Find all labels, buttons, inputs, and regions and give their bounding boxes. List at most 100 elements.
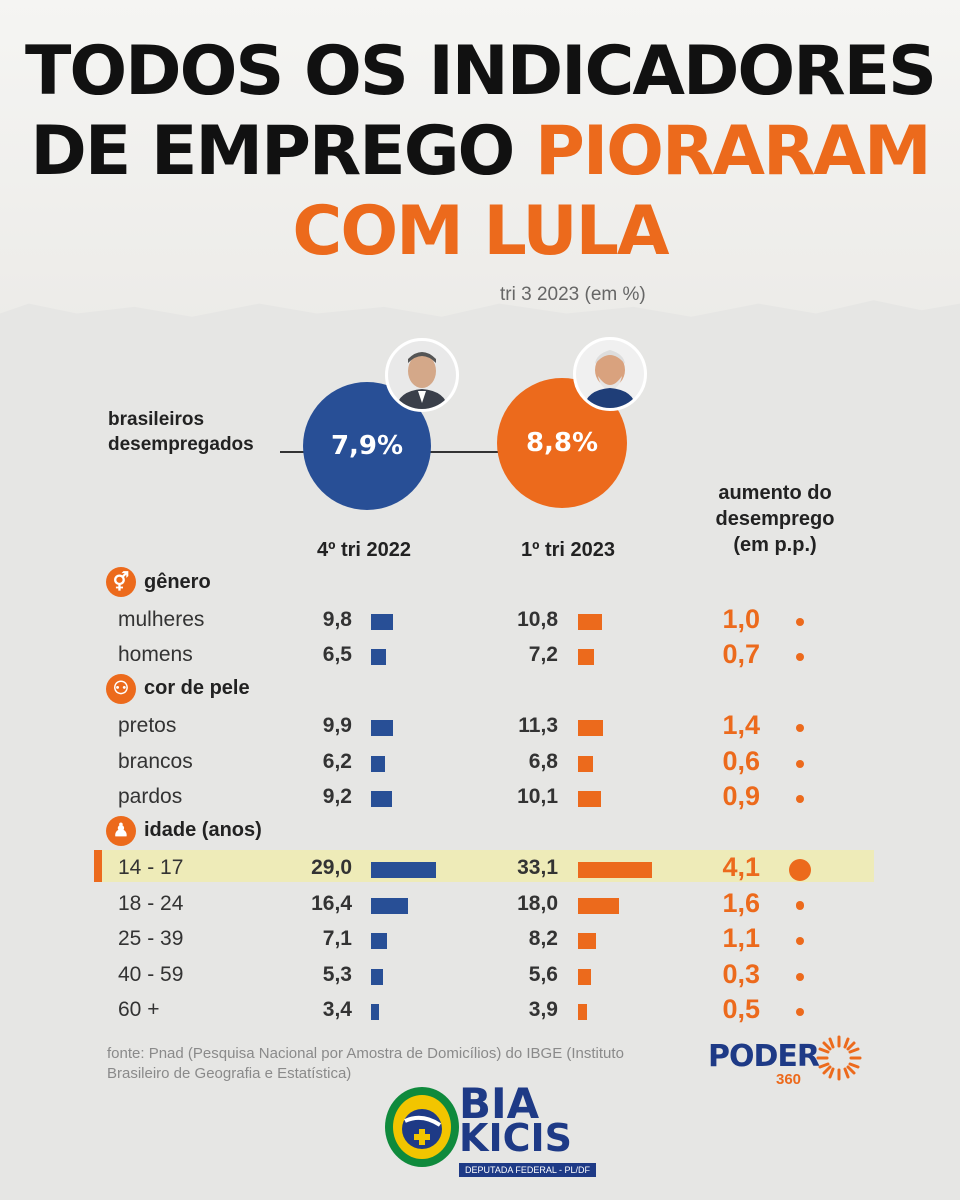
column-header-increase: aumento do desemprego (em p.p.) <box>690 480 860 558</box>
increase-value: 0,7 <box>722 639 760 669</box>
bar-period-2 <box>578 720 604 736</box>
portrait-1-icon <box>388 341 456 409</box>
summary-label: brasileiros desempregados <box>108 408 254 457</box>
bar-period-2 <box>578 897 619 914</box>
row-label: 14 - 17 <box>118 856 184 879</box>
increase-value: 1,1 <box>722 923 760 953</box>
headline-line-2-highlight: PIORARAM <box>535 112 932 191</box>
value-period-1: 6,5 <box>322 643 352 666</box>
row-label: brancos <box>118 749 193 773</box>
bia-name-2: KICIS <box>459 1115 572 1160</box>
section-title: idade (anos) <box>144 819 262 841</box>
bia-name-1: BIA <box>459 1079 540 1128</box>
column-header-increase-line-3: (em p.p.) <box>733 534 817 556</box>
value-period-1: 5,3 <box>322 962 352 986</box>
gender-icon: ⚥ <box>106 567 136 597</box>
row-label: 40 - 59 <box>118 962 184 986</box>
summary-label-line-2: desempregados <box>108 433 254 455</box>
bar-period-1 <box>371 968 383 985</box>
bia-wordmark: BIA KICIS <box>459 1079 572 1160</box>
headline-line-1: TODOS OS INDICADORES <box>24 32 937 111</box>
bia-kicis-logo: BIA KICIS DEPUTADA FEDERAL - PL/DF <box>383 1083 597 1177</box>
increase-dot <box>796 795 804 803</box>
bar-period-1 <box>371 897 408 914</box>
increase-value: 0,3 <box>722 958 760 989</box>
value-period-1: 3,4 <box>322 998 352 1021</box>
partial-subtitle: tri 3 2023 (em %) <box>500 284 646 305</box>
bia-subtitle: DEPUTADA FEDERAL - PL/DF <box>459 1163 597 1177</box>
torn-paper-header <box>0 0 960 317</box>
column-header-period-1: 4º tri 2022 <box>316 539 412 561</box>
portrait-2-avatar <box>573 337 647 411</box>
connector-line-1 <box>280 451 304 453</box>
column-header-increase-line-2: desemprego <box>715 508 835 530</box>
row-label: pardos <box>118 785 183 808</box>
bar-period-2 <box>578 1004 587 1020</box>
increase-dot <box>796 653 804 661</box>
bar-period-2 <box>578 613 603 630</box>
highlight-marker <box>94 850 102 882</box>
portrait-2-icon <box>576 340 644 408</box>
bar-period-1 <box>371 933 387 949</box>
headline-line-2: DE EMPREGO PIORARAM <box>0 118 960 186</box>
row-label: 25 - 39 <box>118 927 184 950</box>
bar-period-2 <box>578 649 595 665</box>
row-label: mulheres <box>118 607 205 631</box>
increase-dot <box>796 937 804 945</box>
row-label: 18 - 24 <box>118 891 184 915</box>
value-period-2: 6,8 <box>528 749 558 773</box>
row-label: 60 + <box>118 998 160 1021</box>
value-period-1: 9,2 <box>322 785 352 808</box>
headline-line-3: COM LULA <box>292 192 669 271</box>
value-period-1: 7,1 <box>322 927 352 950</box>
bar-period-1 <box>371 1004 379 1020</box>
increase-value: 4,1 <box>722 852 760 882</box>
people-icon: ⚇ <box>106 673 136 704</box>
value-period-1: 16,4 <box>311 891 352 915</box>
highlight-band <box>94 850 874 882</box>
section-header: ⚇ cor de pele <box>106 673 250 704</box>
value-period-2: 10,1 <box>517 785 558 808</box>
value-period-2: 3,9 <box>528 998 558 1021</box>
section-title: gênero <box>144 570 211 593</box>
value-period-2: 11,3 <box>518 714 558 737</box>
flag-emblem-icon <box>385 1087 459 1167</box>
increase-value: 0,6 <box>722 745 760 776</box>
increase-dot <box>796 1008 804 1016</box>
increase-value: 0,9 <box>722 781 760 811</box>
bar-period-1 <box>371 613 394 630</box>
bar-period-1 <box>371 755 385 772</box>
bar-period-1 <box>371 720 394 736</box>
increase-dot <box>795 901 805 910</box>
value-period-1: 6,2 <box>322 749 352 773</box>
poder-wordmark: PODER <box>708 1039 820 1074</box>
bar-period-2 <box>578 862 653 878</box>
column-header-increase-line-1: aumento do <box>718 482 832 504</box>
section-title: cor de pele <box>144 677 250 699</box>
value-period-2: 8,2 <box>528 927 558 950</box>
bar-period-2 <box>578 791 601 807</box>
increase-dot <box>788 858 812 882</box>
connector-line-2 <box>430 451 498 453</box>
portrait-1-avatar <box>385 338 459 412</box>
sunburst-icon <box>816 1035 862 1081</box>
value-period-2: 7,2 <box>528 643 558 666</box>
bar-period-1 <box>371 791 392 807</box>
section-header: ♟ idade (anos) <box>106 815 262 846</box>
headline-line-2-prefix: DE EMPREGO <box>30 112 536 191</box>
value-period-2: 33,1 <box>517 856 558 879</box>
source-note: fonte: Pnad (Pesquisa Nacional por Amost… <box>107 1045 624 1082</box>
row-label: pretos <box>118 714 177 737</box>
increase-value: 0,5 <box>722 994 760 1024</box>
value-period-2: 10,8 <box>517 607 558 631</box>
bar-period-2 <box>578 755 594 772</box>
person-icon: ♟ <box>106 815 136 846</box>
bar-period-2 <box>578 933 597 949</box>
bar-period-2 <box>578 968 591 985</box>
row-label: homens <box>118 643 193 666</box>
column-header-period-2: 1º tri 2023 <box>520 539 616 561</box>
poder360-logo: PODER 360 <box>708 1035 862 1088</box>
value-period-1: 9,8 <box>322 607 352 631</box>
summary-label-line-1: brasileiros <box>108 409 205 430</box>
